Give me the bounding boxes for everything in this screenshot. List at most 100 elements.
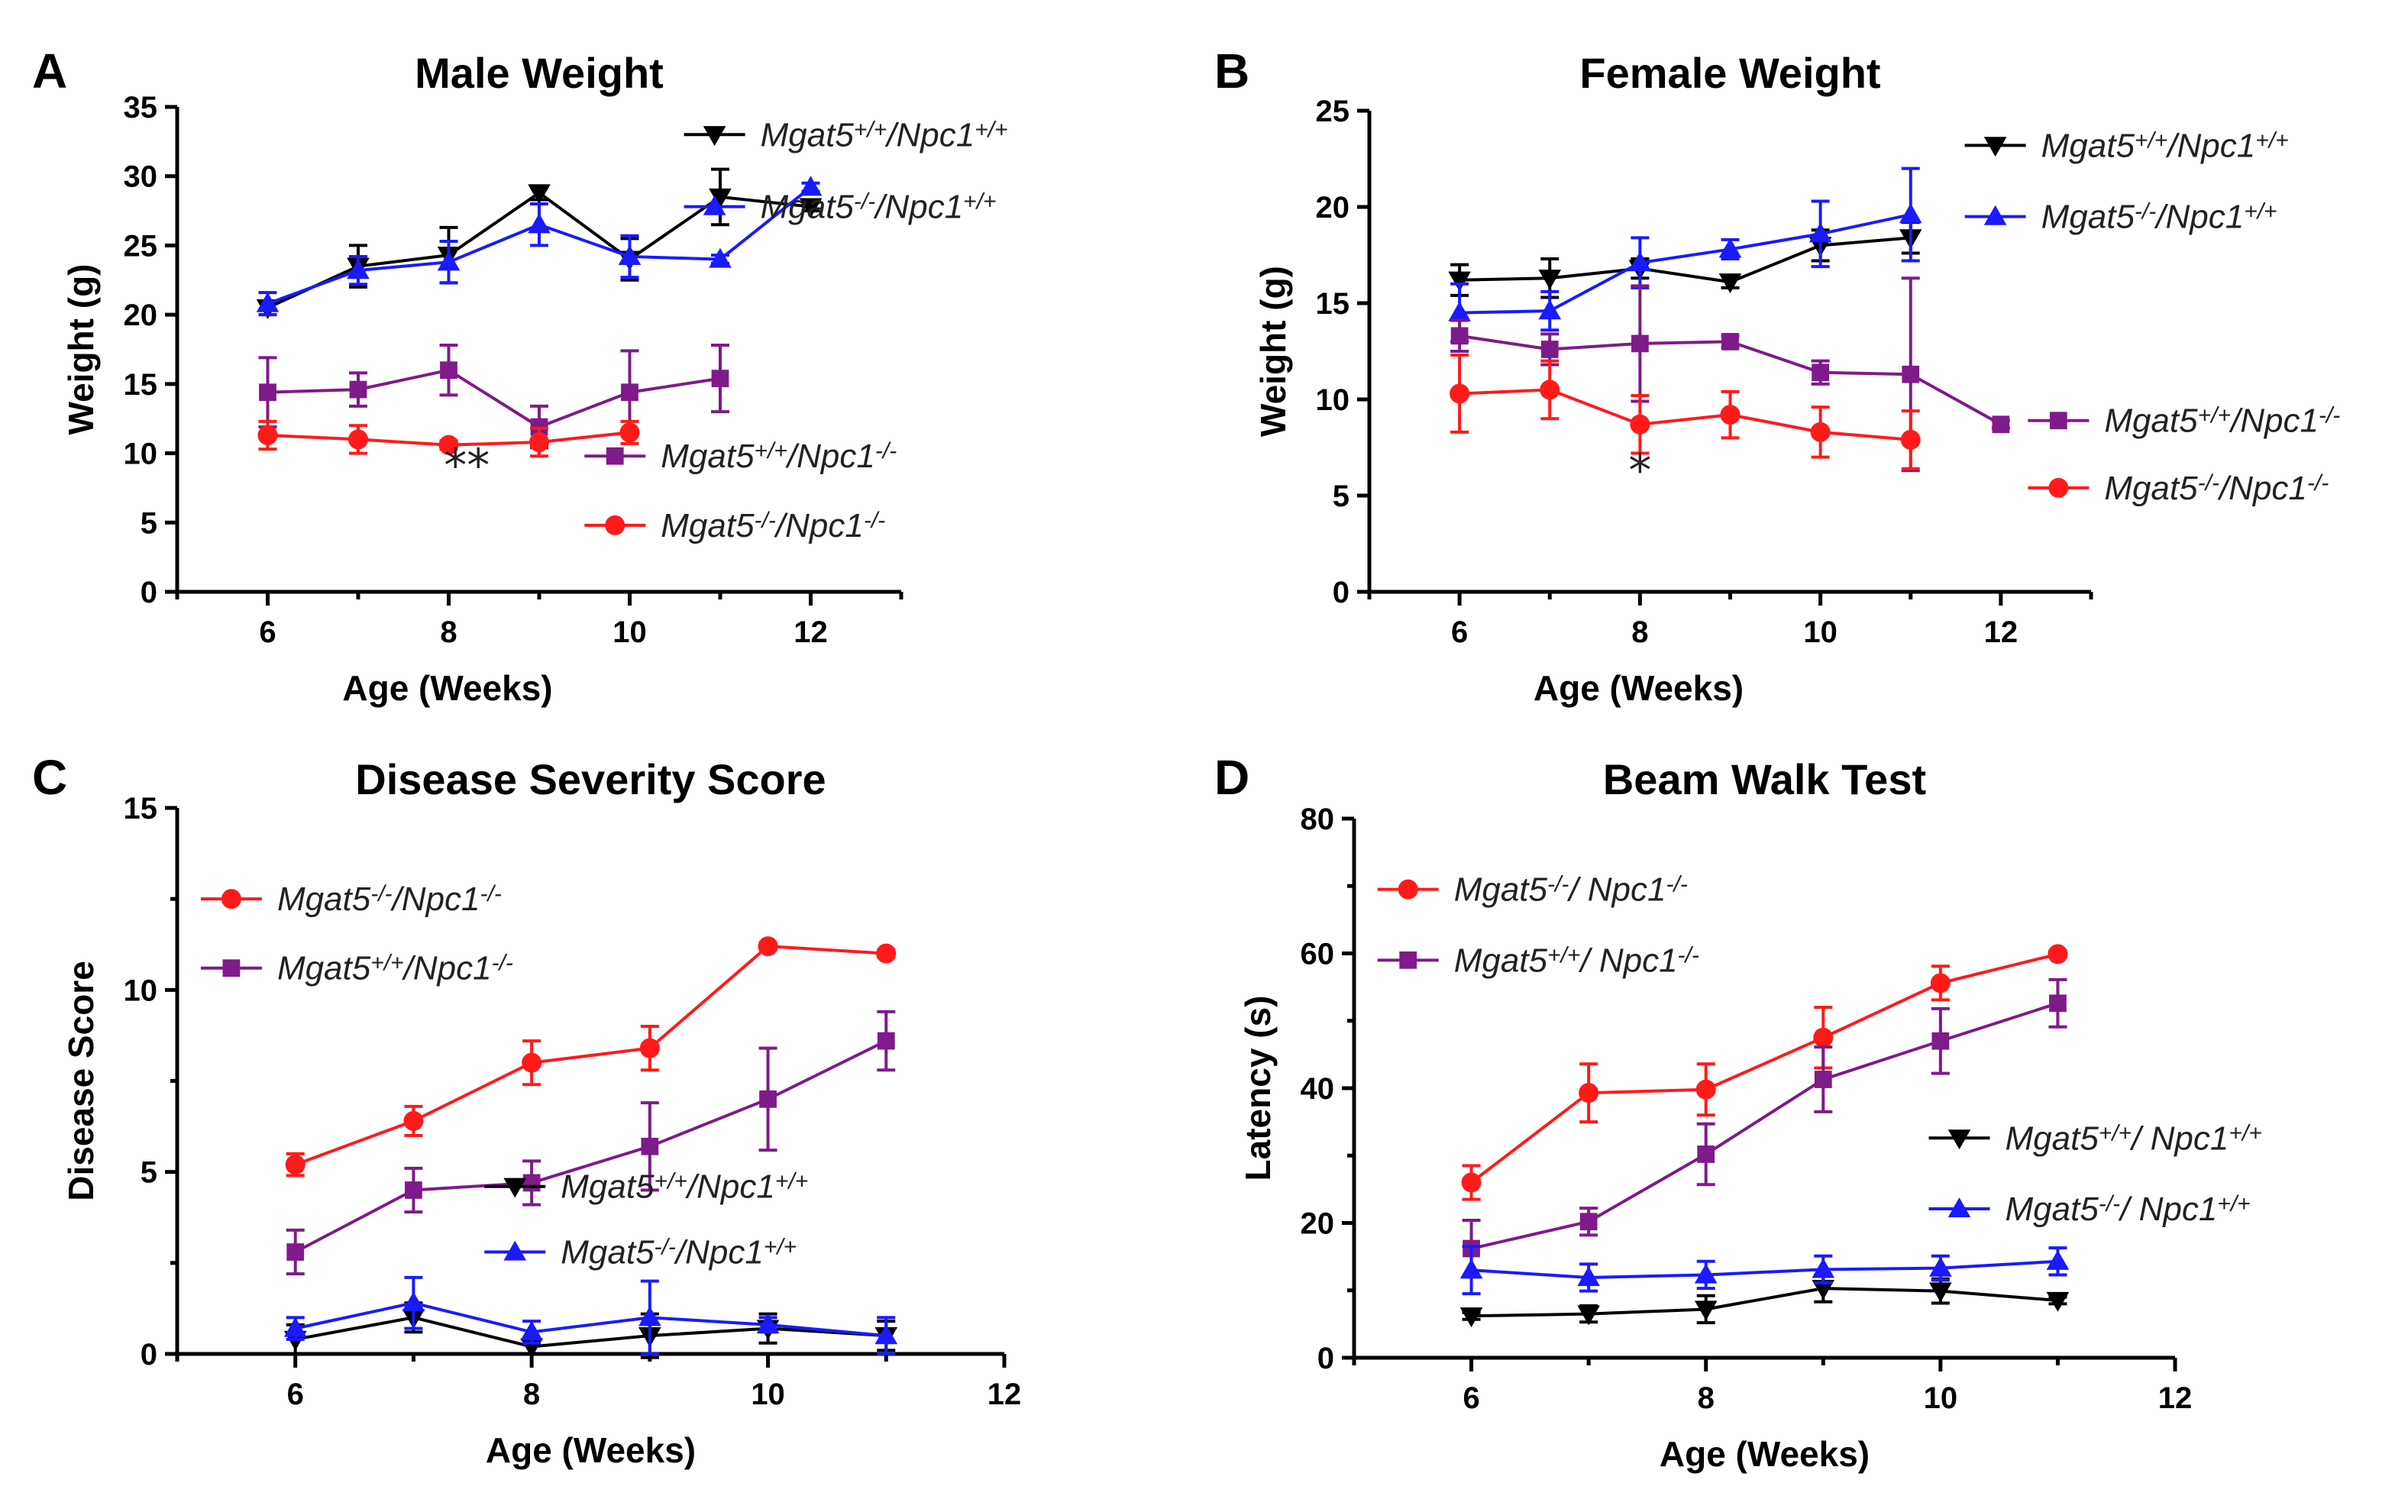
data-point: [256, 292, 280, 312]
y-tick-label: 20: [124, 299, 158, 332]
y-tick-label: 25: [1316, 95, 1350, 128]
data-point: [758, 936, 778, 957]
data-point: [1577, 1305, 1600, 1326]
y-tick-label: 10: [1316, 383, 1350, 417]
legend-entry: Mgat5-/-/Npc1-/-: [2028, 470, 2329, 507]
data-point: [1992, 415, 2010, 434]
y-tick-label: 15: [124, 792, 158, 825]
data-point: [1448, 271, 1471, 292]
data-point: [1450, 327, 1469, 345]
y-tick-label: 40: [1301, 1072, 1335, 1106]
legend-entry: Mgat5+/+/ Npc1+/+: [1928, 1119, 2262, 1157]
series-line: [295, 1301, 887, 1338]
series-0: [1461, 944, 2068, 1201]
data-point: [2046, 1249, 2070, 1270]
y-tick-label: 25: [124, 229, 158, 263]
x-tick-label: 12: [987, 1378, 1022, 1411]
data-point: [641, 1137, 659, 1155]
y-tick-label: 5: [141, 1156, 157, 1190]
chart-title: Female Weight: [1579, 49, 1880, 97]
data-point: [1695, 1079, 1716, 1100]
data-point: [529, 432, 549, 453]
legend-label: Mgat5+/+/ Npc1+/+: [2006, 1119, 2262, 1157]
data-point: [709, 188, 732, 208]
y-tick-label: 10: [124, 974, 158, 1007]
series-0: [285, 936, 897, 1178]
data-point: [522, 1174, 541, 1192]
series-line: [295, 945, 887, 1167]
y-axis-label: Latency (s): [1238, 996, 1278, 1181]
legend-marker: [503, 1178, 527, 1198]
data-point: [1902, 365, 1920, 383]
data-point: [1694, 1263, 1718, 1284]
panel-letter: C: [32, 750, 67, 805]
legend-label: Mgat5-/-/ Npc1-/-: [1454, 871, 1688, 909]
data-point: [347, 259, 370, 279]
data-point: [283, 1317, 307, 1337]
x-tick-label: 6: [259, 615, 276, 649]
legend-entry: Mgat5+/+/Npc1+/+: [684, 116, 1008, 153]
panel-b: B Female Weight 0 5 10 15 20 25 6 8 10 12 Age (Weeks…: [1214, 44, 2340, 708]
series-0: [1448, 221, 1922, 299]
x-tick-label: 8: [523, 1378, 540, 1411]
data-point: [1720, 405, 1741, 425]
significance-annotation: *: [1628, 444, 1651, 497]
series-3: [257, 419, 640, 458]
data-point: [1721, 333, 1739, 351]
legend-label: Mgat5-/-/Npc1-/-: [277, 880, 502, 918]
data-point: [799, 198, 823, 218]
legend-marker: [503, 1240, 527, 1261]
y-axis-label: Weight (g): [61, 264, 101, 435]
x-tick-label: 8: [1631, 615, 1648, 649]
legend-entry: Mgat5-/-/Npc1-/-: [584, 507, 885, 544]
data-point: [438, 435, 459, 455]
data-point: [285, 1155, 305, 1175]
legend-entry: Mgat5-/-/Npc1+/+: [484, 1234, 797, 1271]
legend-entry: Mgat5+/+/ Npc1-/-: [1377, 942, 1699, 979]
data-point: [638, 1306, 661, 1326]
legend-label: Mgat5+/+/ Npc1-/-: [1454, 942, 1699, 979]
data-point: [1697, 1145, 1715, 1163]
legend-marker: [703, 126, 726, 147]
data-point: [1929, 1282, 1952, 1303]
y-tick-label: 20: [1316, 191, 1350, 225]
data-point: [874, 1324, 898, 1345]
y-tick-label: 0: [141, 1338, 157, 1371]
x-tick-label: 10: [751, 1378, 785, 1411]
y-tick-label: 60: [1301, 938, 1335, 971]
data-point: [528, 213, 551, 234]
data-point: [1461, 1172, 1482, 1193]
data-point: [709, 247, 732, 268]
legend-label: Mgat5+/+/Npc1+/+: [561, 1168, 808, 1206]
data-point: [1448, 301, 1471, 321]
data-point: [1930, 973, 1951, 993]
x-tick-label: 12: [1984, 615, 2019, 649]
legend-label: Mgat5+/+/Npc1-/-: [2104, 402, 2340, 440]
data-point: [2049, 994, 2067, 1013]
x-tick-label: 8: [440, 615, 457, 649]
y-tick-label: 15: [124, 368, 158, 402]
data-point: [257, 425, 278, 445]
data-point: [1631, 334, 1649, 353]
data-point: [1718, 237, 1742, 258]
series-line: [295, 1316, 887, 1349]
legend-marker: [1947, 1197, 1971, 1218]
data-point: [402, 1291, 425, 1312]
y-tick-label: 0: [1333, 576, 1349, 609]
legend-marker: [1983, 137, 2007, 157]
series-3: [1450, 354, 1921, 470]
legend-entry: Mgat5+/+/Npc1-/-: [584, 438, 897, 475]
legend-entry: Mgat5+/+/Npc1+/+: [484, 1168, 808, 1206]
series-line: [294, 1039, 887, 1254]
data-point: [1628, 251, 1652, 272]
data-point: [1459, 1307, 1483, 1328]
data-point: [1813, 1027, 1834, 1048]
panel-letter: B: [1214, 44, 1249, 99]
legend-label: Mgat5+/+/Npc1+/+: [2041, 127, 2289, 164]
data-point: [349, 380, 367, 399]
legend-marker: [1983, 205, 2007, 225]
data-point: [403, 1110, 424, 1131]
data-point: [877, 1032, 895, 1050]
x-axis-label: Age (Weeks): [1534, 668, 1744, 708]
